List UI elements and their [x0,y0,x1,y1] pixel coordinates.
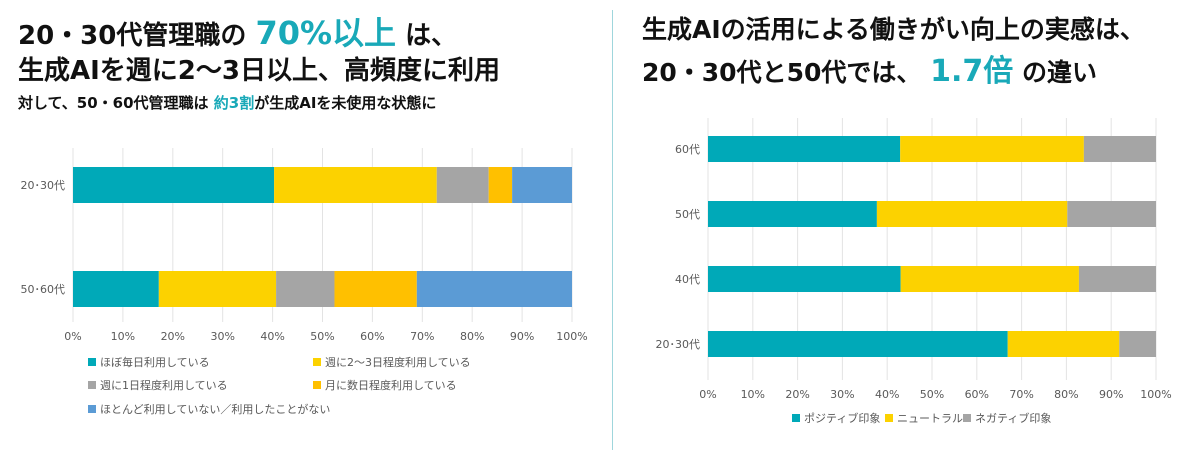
title-text: 20・30代管理職の [18,21,247,51]
legend-swatch [88,405,96,413]
x-tick-label: 100% [556,330,587,343]
y-category-label: 60代 [675,143,700,156]
legend-label: ポジティブ印象 [804,411,880,425]
subtitle-highlight: 約3割 [213,94,255,112]
bar-segment [334,271,417,307]
bar-segment [708,331,1008,357]
bar-segment [416,271,572,307]
legend-label: 週に2〜3日程度利用している [325,355,471,369]
bar-segment [876,201,1068,227]
x-tick-label: 60% [360,330,384,343]
x-tick-label: 50% [920,388,944,401]
bar-segment [708,201,877,227]
subtitle-text: 対して、50・60代管理職は [18,94,209,112]
x-tick-label: 100% [1140,388,1171,401]
bar-segment [1119,331,1156,357]
y-category-label: 50代 [675,208,700,221]
x-tick-label: 90% [510,330,534,343]
bar-segment [158,271,277,307]
x-tick-label: 30% [210,330,234,343]
legend-label: 月に数日程度利用している [325,378,457,392]
y-category-label: 20･30代 [21,179,66,192]
legend-label: ほぼ毎日利用している [100,356,210,369]
title-text: の違い [1021,58,1097,87]
legend-label: 週に1日程度利用している [100,378,228,392]
x-tick-label: 40% [875,388,899,401]
bar-segment [512,167,572,203]
legend-swatch [313,358,321,366]
right-title-line2: 20・30代と50代では、 1.7倍 の違い [642,46,1097,90]
x-tick-label: 90% [1099,388,1123,401]
y-category-label: 50･60代 [21,283,66,296]
left-subtitle: 対して、50・60代管理職は 約3割が生成AIを未使用な状態に [18,92,436,113]
x-tick-label: 80% [1054,388,1078,401]
legend-swatch [885,414,893,422]
bar-segment [436,167,489,203]
legend-label: ネガティブ印象 [975,411,1051,425]
x-tick-label: 20% [785,388,809,401]
x-tick-label: 10% [111,330,135,343]
legend-swatch [313,381,321,389]
bar-segment [900,136,1084,162]
legend-label: ほとんど利用していない／利用したことがない [100,402,330,416]
bar-segment [1007,331,1120,357]
x-tick-label: 0% [64,330,81,343]
bar-segment [1083,136,1156,162]
title-text: は、 [405,21,458,51]
legend-swatch [88,358,96,366]
legend-swatch [88,381,96,389]
x-tick-label: 50% [310,330,334,343]
y-category-label: 40代 [675,273,700,286]
x-tick-label: 10% [741,388,765,401]
title-highlight: 70%以上 [255,14,397,52]
bar-segment [1078,266,1156,292]
subtitle-text: が生成AIを未使用な状態に [254,94,437,112]
legend-swatch [963,414,971,422]
bar-segment [276,271,335,307]
x-tick-label: 60% [965,388,989,401]
divider [612,10,613,450]
left-title-line1: 20・30代管理職の 70%以上 は、 [18,8,457,54]
bar-segment [708,136,901,162]
x-tick-label: 70% [1009,388,1033,401]
legend-swatch [792,414,800,422]
bar-segment [274,167,437,203]
bar-segment [1067,201,1156,227]
title-text: 20・30代と50代では、 [642,58,922,87]
x-tick-label: 40% [260,330,284,343]
bar-segment [488,167,513,203]
x-tick-label: 80% [460,330,484,343]
bar-segment [708,266,901,292]
x-tick-label: 30% [830,388,854,401]
x-tick-label: 70% [410,330,434,343]
x-tick-label: 20% [161,330,185,343]
bar-segment [900,266,1079,292]
bar-segment [73,167,275,203]
bar-segment [73,271,159,307]
title-highlight: 1.7倍 [930,54,1014,89]
left-title-line2: 生成AIを週に2〜3日以上、高頻度に利用 [18,56,500,86]
x-tick-label: 0% [699,388,716,401]
right-title-line1: 生成AIの活用による働きがい向上の実感は、 [642,15,1145,44]
y-category-label: 20･30代 [656,338,701,351]
legend-label: ニュートラル [897,412,963,425]
